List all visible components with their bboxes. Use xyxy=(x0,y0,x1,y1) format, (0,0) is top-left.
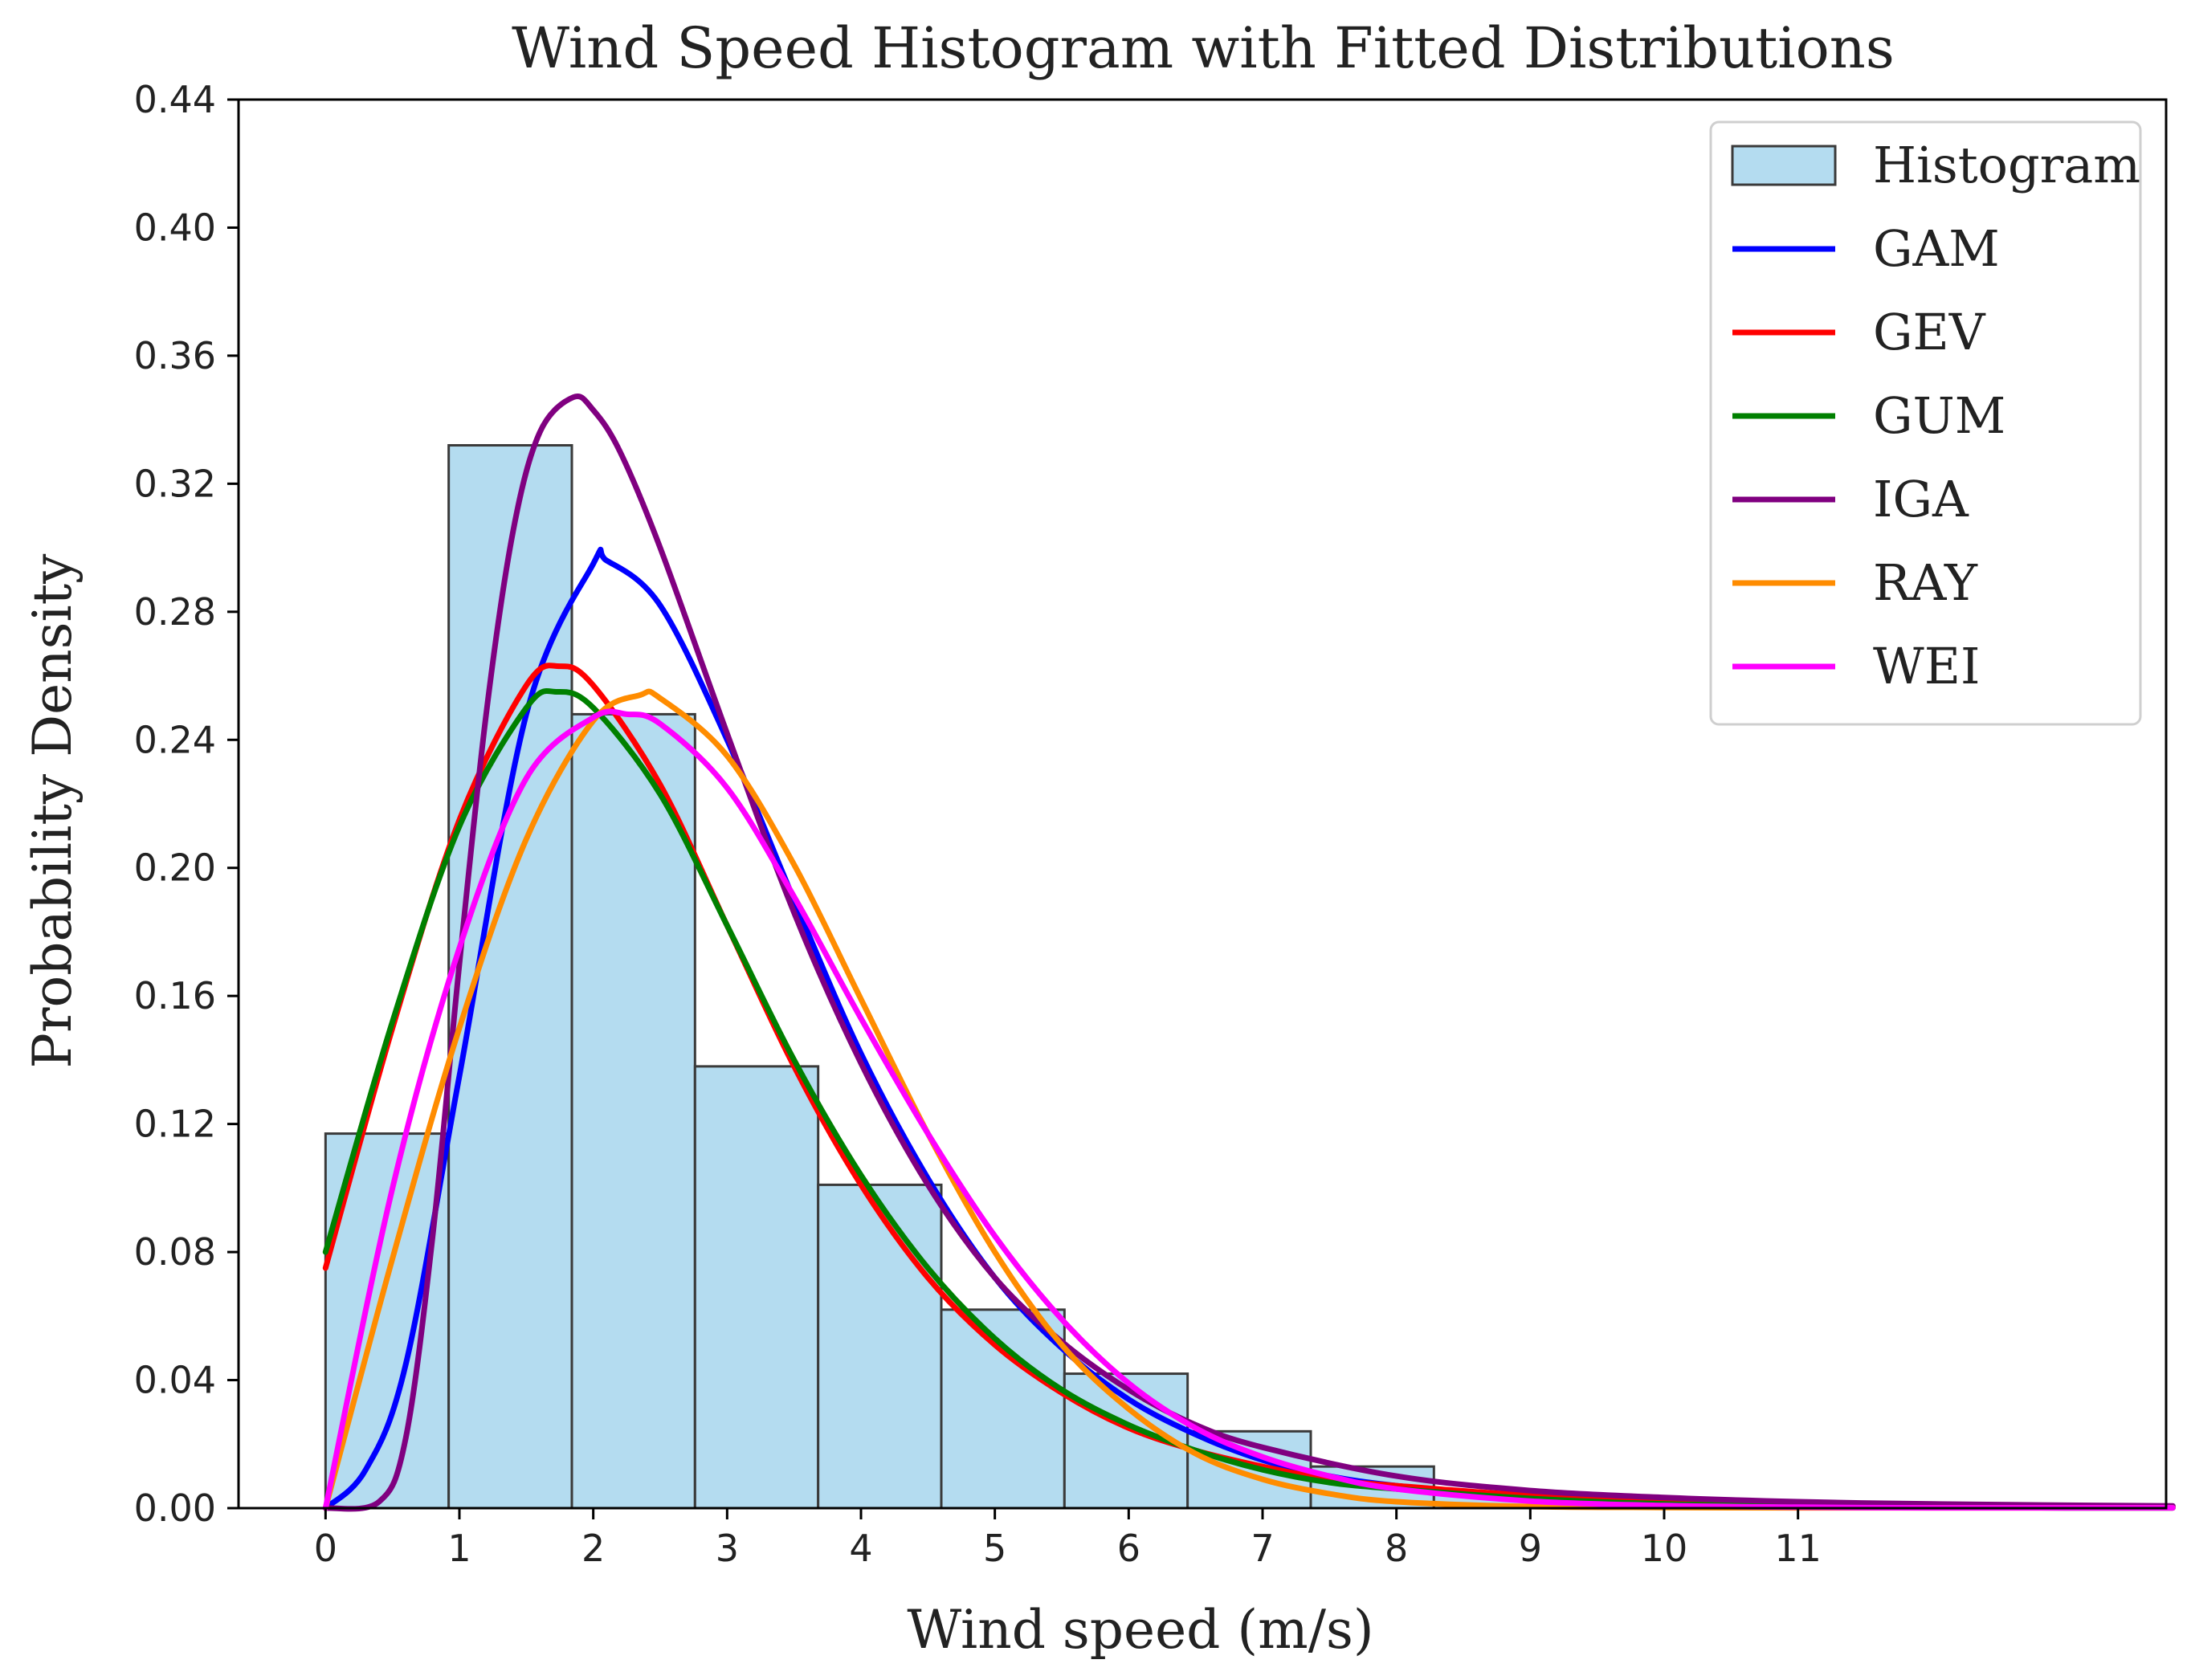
x-axis-label: Wind speed (m/s) xyxy=(907,1599,1373,1661)
legend-label-gum: GUM xyxy=(1873,386,2005,445)
y-tick-label: 0.12 xyxy=(134,1103,216,1146)
x-axis-ticks: 0 1 2 3 4 5 6 7 8 9 10 11 xyxy=(314,1508,1822,1570)
x-tick-label: 4 xyxy=(849,1527,872,1570)
x-tick-label: 0 xyxy=(314,1527,337,1570)
chart-title: Wind Speed Histogram with Fitted Distrib… xyxy=(512,15,1895,81)
histogram-bar xyxy=(447,444,573,1510)
y-tick-label: 0.28 xyxy=(134,590,216,634)
y-tick-label: 0.16 xyxy=(134,974,216,1017)
y-tick-label: 0.20 xyxy=(134,846,216,890)
legend-label-iga: IGA xyxy=(1873,470,1969,528)
legend-swatch-histogram xyxy=(1731,145,1837,186)
y-axis-label: Probability Density xyxy=(22,553,84,1069)
histogram-bars xyxy=(324,444,1559,1510)
y-tick-label: 0.44 xyxy=(134,78,216,121)
legend-label-gam: GAM xyxy=(1873,219,2000,278)
x-tick-label: 10 xyxy=(1641,1527,1688,1570)
y-tick-label: 0.24 xyxy=(134,718,216,761)
legend-box xyxy=(1709,120,2142,726)
y-tick-label: 0.00 xyxy=(134,1486,216,1530)
x-tick-label: 9 xyxy=(1519,1527,1542,1570)
histogram-bar xyxy=(940,1308,1066,1510)
legend-label-wei: WEI xyxy=(1873,637,1980,695)
curve-wei xyxy=(322,708,2176,1511)
y-axis-ticks: 0.00 0.04 0.08 0.12 0.16 0.20 0.24 0.28 0.32 0.36… xyxy=(134,78,239,1530)
x-tick-label: 7 xyxy=(1251,1527,1274,1570)
y-tick-label: 0.08 xyxy=(134,1230,216,1274)
y-tick-label: 0.36 xyxy=(134,334,216,377)
y-tick-label: 0.04 xyxy=(134,1359,216,1402)
x-tick-label: 2 xyxy=(581,1527,605,1570)
curve-iga xyxy=(322,393,2176,1512)
x-tick-label: 8 xyxy=(1385,1527,1408,1570)
legend-label-ray: RAY xyxy=(1873,553,1978,612)
histogram-bar xyxy=(693,1065,820,1510)
histogram-bar xyxy=(570,712,696,1510)
x-tick-label: 6 xyxy=(1117,1527,1140,1570)
legend: Histogram GAM GEV GUM IGA RAY WEI xyxy=(1709,120,2142,726)
x-tick-label: 1 xyxy=(447,1527,471,1570)
histogram-bar xyxy=(817,1183,943,1510)
y-tick-label: 0.32 xyxy=(134,462,216,505)
plot-frame xyxy=(237,98,2168,1510)
x-tick-label: 5 xyxy=(983,1527,1006,1570)
legend-label-gev: GEV xyxy=(1873,303,1986,361)
x-tick-label: 11 xyxy=(1774,1527,1822,1570)
fitted-curves xyxy=(322,393,2176,1512)
legend-label-histogram: Histogram xyxy=(1873,136,2140,194)
x-tick-label: 3 xyxy=(716,1527,739,1570)
y-tick-label: 0.40 xyxy=(134,206,216,249)
